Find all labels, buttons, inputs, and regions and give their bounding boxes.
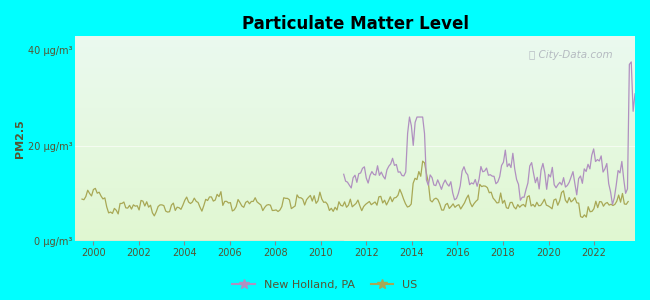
Text: ⓘ City-Data.com: ⓘ City-Data.com (529, 50, 612, 60)
Title: Particulate Matter Level: Particulate Matter Level (242, 15, 469, 33)
Y-axis label: PM2.5: PM2.5 (15, 119, 25, 158)
Legend: New Holland, PA, US: New Holland, PA, US (228, 276, 422, 294)
